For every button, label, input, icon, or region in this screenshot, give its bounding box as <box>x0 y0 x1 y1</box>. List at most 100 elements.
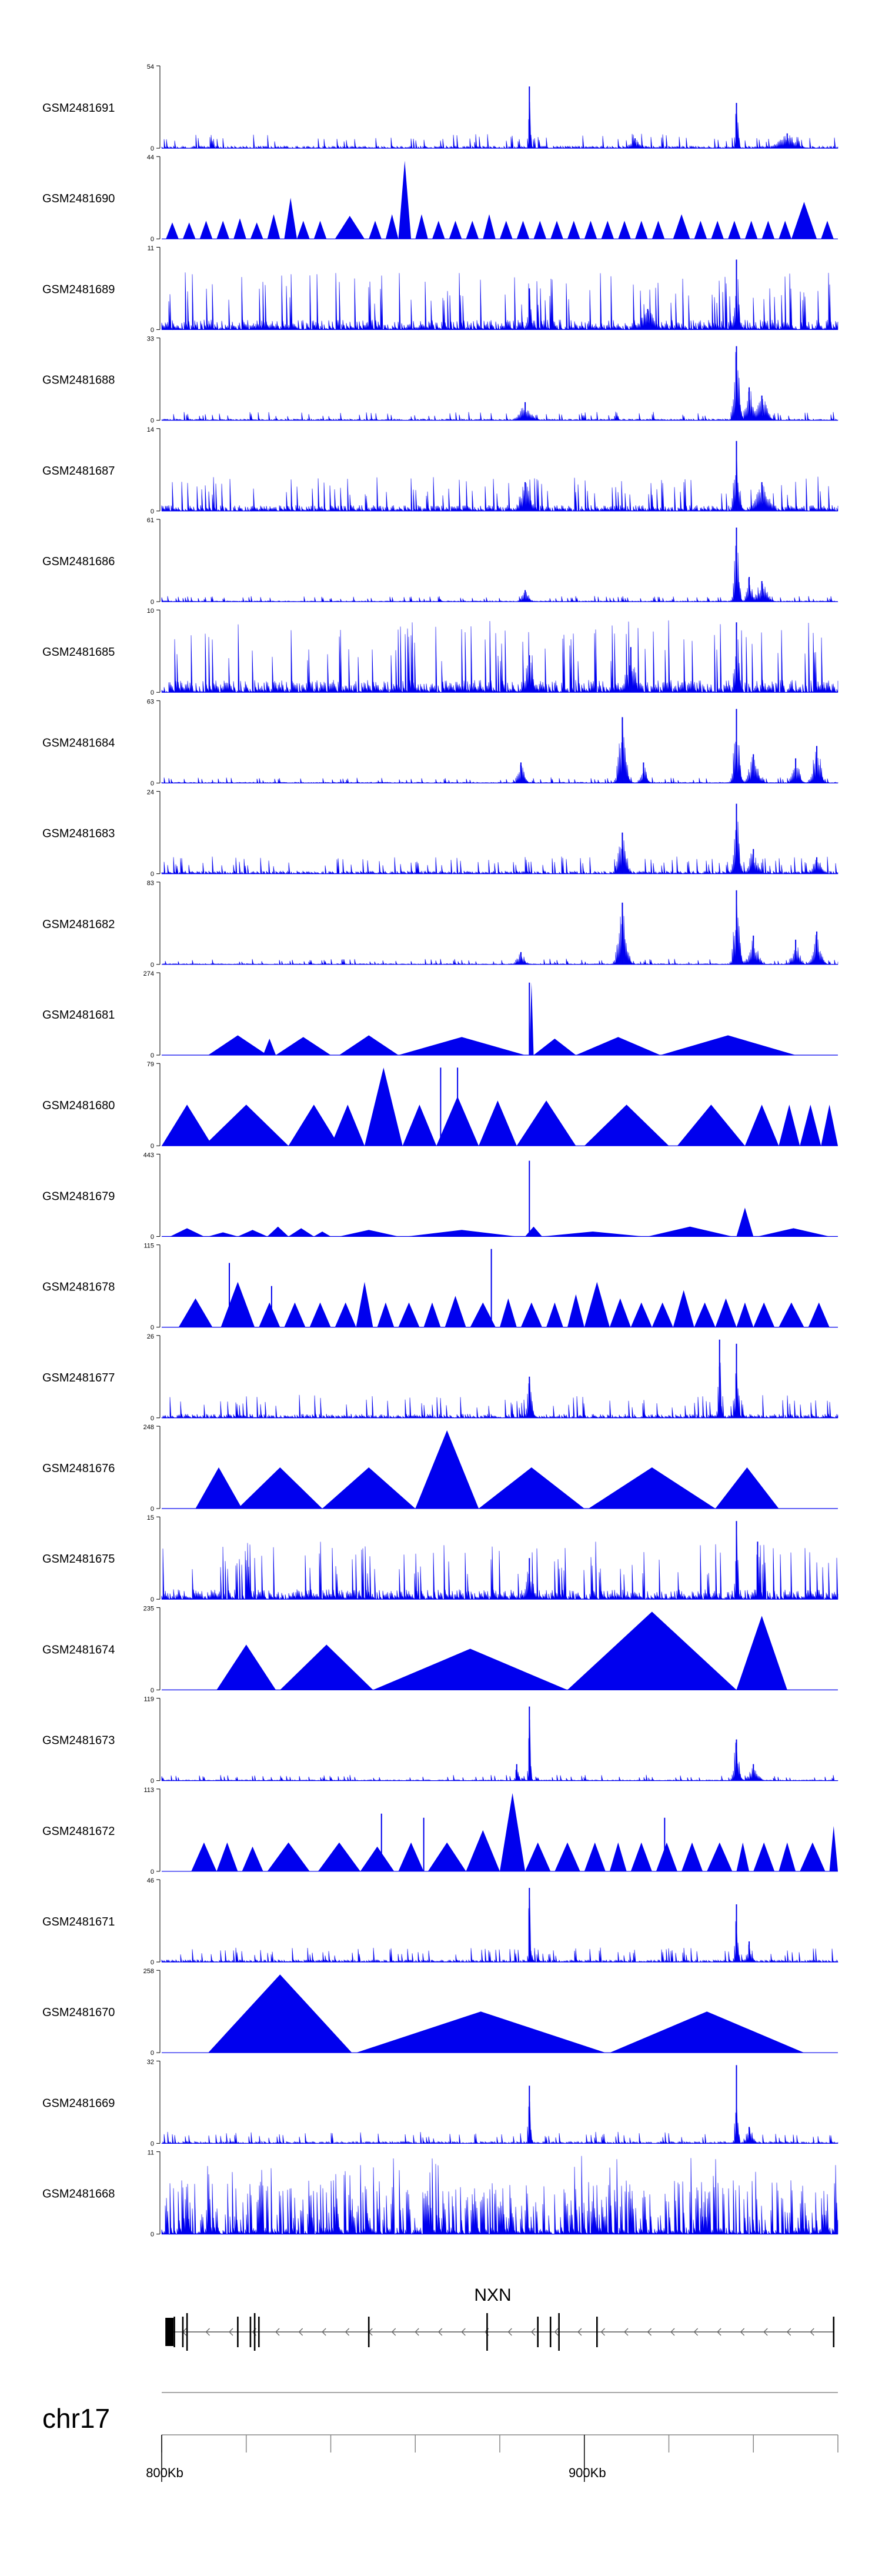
strand-arrow <box>530 2328 536 2336</box>
y-max-label: 26 <box>147 1333 154 1340</box>
track-GSM2481675: GSM2481675 15 0 <box>42 1514 838 1603</box>
track-label: GSM2481673 <box>42 1734 115 1747</box>
track-GSM2481680: GSM2481680 79 0 <box>42 1061 838 1150</box>
y-max-label: 274 <box>143 970 154 977</box>
strand-arrow <box>415 2328 419 2336</box>
y-min-label: 0 <box>151 1324 154 1332</box>
track-label: GSM2481678 <box>42 1281 115 1294</box>
track-label: GSM2481685 <box>42 646 115 659</box>
y-max-label: 24 <box>147 789 154 796</box>
y-max-label: 443 <box>143 1152 154 1159</box>
y-min-label: 0 <box>151 1687 154 1694</box>
strand-arrow <box>275 2328 280 2336</box>
track-label: GSM2481689 <box>42 283 115 296</box>
x-tick-label: 900Kb <box>569 2465 606 2480</box>
y-max-label: 46 <box>147 1877 154 1884</box>
track-GSM2481678: GSM2481678 115 0 <box>42 1243 838 1332</box>
strand-arrow <box>391 2328 396 2336</box>
strand-arrow <box>717 2328 721 2336</box>
y-max-label: 54 <box>147 64 154 71</box>
strand-arrow <box>229 2328 233 2336</box>
track-GSM2481685: GSM2481685 10 0 <box>42 608 838 696</box>
track-label: GSM2481684 <box>42 736 115 749</box>
track-GSM2481687: GSM2481687 14 0 <box>42 426 838 515</box>
track-label: GSM2481690 <box>42 192 115 205</box>
strand-arrow <box>322 2328 326 2336</box>
y-min-label: 0 <box>151 2050 154 2057</box>
gene-exon <box>165 2318 174 2346</box>
strand-arrow <box>693 2328 699 2336</box>
track-GSM2481681: GSM2481681 274 0 <box>42 970 838 1059</box>
y-min-label: 0 <box>151 1143 154 1150</box>
strand-arrow <box>577 2328 582 2336</box>
track-GSM2481688: GSM2481688 33 0 <box>42 336 838 425</box>
track-label: GSM2481672 <box>42 1825 115 1838</box>
signal-peaks <box>162 1067 838 1146</box>
signal-area <box>161 1526 838 1600</box>
y-max-label: 63 <box>147 698 154 705</box>
y-min-label: 0 <box>151 1052 154 1059</box>
track-label: GSM2481686 <box>42 555 115 568</box>
gene-label: NXN <box>474 2285 511 2305</box>
y-min-label: 0 <box>151 599 154 606</box>
strand-arrow <box>298 2328 303 2336</box>
track-GSM2481673: GSM2481673 119 0 <box>42 1696 838 1785</box>
y-max-label: 235 <box>143 1605 154 1612</box>
strand-arrow <box>670 2328 675 2336</box>
signal-peaks <box>166 161 834 239</box>
track-label: GSM2481674 <box>42 1643 115 1656</box>
track-GSM2481674: GSM2481674 235 0 <box>42 1605 838 1694</box>
strand-arrow <box>763 2328 768 2336</box>
strand-arrow <box>740 2328 745 2336</box>
strand-arrow <box>554 2328 559 2336</box>
y-max-label: 113 <box>143 1787 154 1794</box>
y-min-label: 0 <box>151 689 154 696</box>
y-min-label: 0 <box>151 1415 154 1422</box>
track-GSM2481691: GSM2481691 54 0 <box>42 64 838 152</box>
track-GSM2481690: GSM2481690 44 0 <box>42 154 838 243</box>
y-min-label: 0 <box>151 2231 154 2238</box>
track-label: GSM2481671 <box>42 1916 115 1928</box>
signal-peaks <box>208 982 796 1055</box>
signal-area <box>161 453 838 512</box>
gene-model: NXN <box>165 2285 835 2351</box>
y-min-label: 0 <box>151 236 154 243</box>
track-label: GSM2481682 <box>42 918 115 931</box>
strand-arrow <box>810 2328 814 2336</box>
y-max-label: 15 <box>147 1514 154 1521</box>
y-max-label: 44 <box>147 154 154 161</box>
y-min-label: 0 <box>151 1868 154 1876</box>
track-GSM2481677: GSM2481677 26 0 <box>42 1333 838 1422</box>
y-min-label: 0 <box>151 2140 154 2147</box>
signal-peaks <box>191 1793 838 1871</box>
y-min-label: 0 <box>151 145 154 152</box>
y-max-label: 83 <box>147 880 154 887</box>
y-max-label: 32 <box>147 2058 154 2066</box>
y-max-label: 33 <box>147 336 154 343</box>
track-label: GSM2481668 <box>42 2188 115 2201</box>
strand-arrow <box>205 2328 210 2336</box>
track-GSM2481669: GSM2481669 32 0 <box>42 2058 838 2147</box>
strand-arrow <box>437 2328 443 2336</box>
strand-arrow <box>600 2328 605 2336</box>
y-max-label: 115 <box>143 1243 154 1250</box>
track-GSM2481671: GSM2481671 46 0 <box>42 1877 838 1966</box>
chromosome-label: chr17 <box>42 2403 110 2434</box>
y-max-label: 79 <box>147 1061 154 1068</box>
track-GSM2481684: GSM2481684 63 0 <box>42 698 838 787</box>
y-min-label: 0 <box>151 962 154 969</box>
y-max-label: 14 <box>147 426 154 433</box>
signal-peaks <box>208 1974 804 2053</box>
track-label: GSM2481691 <box>42 102 115 115</box>
track-label: GSM2481688 <box>42 374 115 387</box>
x-tick-label: 800Kb <box>146 2465 183 2480</box>
y-min-label: 0 <box>151 418 154 425</box>
track-label: GSM2481681 <box>42 1009 115 1022</box>
track-GSM2481668: GSM2481668 11 0 <box>42 2150 838 2238</box>
y-min-label: 0 <box>151 871 154 878</box>
signal-area <box>161 102 838 149</box>
track-GSM2481683: GSM2481683 24 0 <box>42 789 838 878</box>
track-GSM2481689: GSM2481689 11 0 <box>42 245 838 333</box>
